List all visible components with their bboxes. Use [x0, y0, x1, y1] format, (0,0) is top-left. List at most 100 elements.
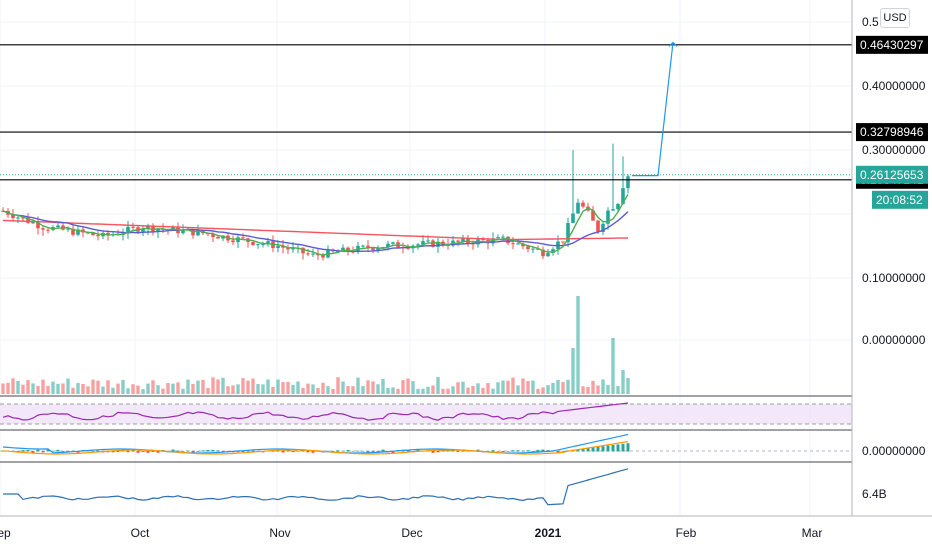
candle-body [421, 241, 425, 245]
candle-body [626, 176, 630, 189]
candle-body [286, 247, 290, 250]
macd-histogram-bar [591, 447, 595, 452]
volume-bar [81, 383, 85, 394]
horizontal-levels[interactable] [0, 44, 852, 181]
volume-bar [166, 383, 170, 394]
macd-histogram-bar [171, 449, 175, 452]
macd-histogram-bar [596, 446, 600, 452]
candle-body [566, 222, 570, 243]
time-tick-label: Sep [0, 526, 11, 540]
volume-bar [406, 378, 410, 394]
volume-bar [401, 380, 405, 394]
price-tick-label: 0.00000000 [862, 333, 926, 347]
macd-histogram-bar [541, 449, 545, 452]
candle-body [31, 222, 35, 224]
price-tick-labels: 0.5 0.40000000 0.30000000 0.10000000 0.00000… [862, 15, 926, 501]
volume-bar [321, 382, 325, 394]
volume-bar [311, 384, 315, 394]
macd-histogram-bar [61, 451, 65, 452]
macd-histogram-bar [521, 450, 525, 452]
macd-histogram-bar [41, 451, 45, 453]
candle-body [541, 249, 545, 257]
macd-histogram-bar [136, 451, 140, 453]
candle-body [196, 230, 200, 236]
macd-histogram-bar [501, 451, 505, 453]
macd-histogram-bar [156, 451, 160, 453]
volume-bar [146, 383, 150, 394]
macd-histogram-bar [431, 451, 435, 453]
time-axis[interactable] [0, 515, 932, 550]
volume-bar [261, 384, 265, 394]
level-price-tag-bg [856, 35, 928, 54]
volume-bar [186, 379, 190, 394]
candle-body [376, 247, 380, 250]
volume-bar [596, 385, 600, 394]
volume-bar [1, 383, 5, 394]
candle-body [131, 226, 135, 228]
level-price-tag: 0.46430297 [860, 38, 924, 52]
macd-histogram-bar [336, 450, 340, 452]
candle-body [241, 237, 245, 239]
candle-body [236, 237, 240, 243]
volume-bar [286, 381, 290, 394]
volume-bar [621, 370, 625, 394]
macd-histogram-bar [181, 451, 185, 452]
candle-body [391, 242, 395, 244]
volume-bar [121, 379, 125, 394]
macd-histogram-bar [536, 449, 540, 452]
time-tick-label: Dec [401, 526, 422, 540]
volume-bar [391, 387, 395, 394]
volume-bar [211, 377, 215, 394]
candle-body [146, 225, 150, 229]
candle-body [501, 236, 505, 238]
volume-bar [521, 378, 525, 394]
volume-bar [221, 377, 225, 394]
candle-body [591, 210, 595, 221]
macd-histogram-bar [561, 450, 565, 452]
macd-histogram-bar [306, 451, 310, 453]
macd-histogram-bar [611, 445, 615, 452]
macd-histogram-bar [621, 443, 625, 452]
price-tick-label: 0.5 [862, 15, 879, 29]
macd-histogram-bar [331, 451, 335, 452]
macd-histogram-bar [56, 449, 60, 452]
volume-bar [416, 388, 420, 394]
macd-histogram-bar [626, 443, 630, 452]
macd-histogram-bar [176, 450, 180, 452]
volume-bar [441, 388, 445, 394]
candle-body [181, 229, 185, 234]
macd-histogram-bar [236, 451, 240, 453]
macd-histogram-bar [486, 450, 490, 452]
macd-histogram-bar [581, 448, 585, 452]
volume-bar [626, 377, 630, 394]
macd-histogram-bar [531, 451, 535, 452]
volume-bar [131, 384, 135, 394]
projection-arrow[interactable] [632, 41, 678, 177]
volume-bar [56, 383, 60, 394]
volume-bar [361, 386, 365, 394]
macd-histogram-bar [21, 450, 25, 452]
candle-body [406, 247, 410, 249]
price-axis[interactable] [851, 0, 932, 516]
last-price-tag-bg [856, 165, 928, 184]
macd-histogram-bar [51, 450, 55, 452]
last-price-tag: 0.26125653 [860, 168, 924, 182]
projection-arrowhead [668, 41, 678, 47]
bottom-line-indicator [3, 468, 629, 506]
volume-bar [36, 385, 40, 394]
candle-body [231, 240, 235, 243]
volume-bar [116, 383, 120, 394]
volume-bar [436, 377, 440, 394]
macd-histogram-bar [496, 451, 500, 452]
currency-button[interactable]: USD [880, 8, 910, 28]
candle-body [361, 245, 365, 247]
macd-histogram-bar [456, 451, 460, 452]
candle-body [276, 246, 280, 249]
volume-bar [501, 380, 505, 394]
candle-body [141, 228, 145, 232]
macd-histogram-bar [516, 450, 520, 452]
volume-bar [271, 386, 275, 394]
indicator-line [3, 468, 629, 506]
macd-histogram-bar [361, 450, 365, 452]
volume-bar [556, 379, 560, 394]
